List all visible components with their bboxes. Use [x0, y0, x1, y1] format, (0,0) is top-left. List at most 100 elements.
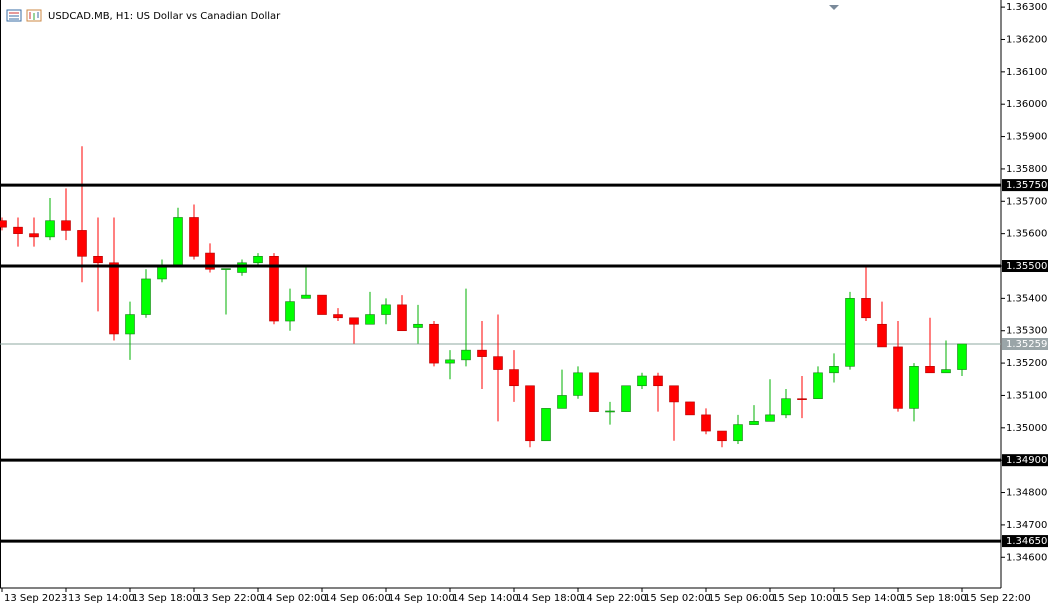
candle-body: [733, 424, 743, 442]
y-tick-label: 1.35600: [1006, 229, 1047, 240]
y-tick-label: 1.36100: [1006, 67, 1047, 78]
y-tick-label: 1.36000: [1006, 99, 1047, 110]
x-tick-label: 15 Sep 14:00: [836, 593, 903, 604]
candle-body: [93, 255, 103, 264]
candle-body: [637, 375, 647, 387]
candle-body: [285, 301, 295, 322]
candle-body: [621, 385, 631, 412]
candle-body: [541, 408, 551, 442]
x-tick-label: 15 Sep 18:00: [900, 593, 967, 604]
candle-body: [765, 414, 775, 422]
candle-body: [877, 323, 887, 348]
x-tick-label: 13 Sep 18:00: [132, 593, 199, 604]
candle-body: [845, 298, 855, 367]
candle-body: [413, 323, 423, 328]
shift-marker: [829, 5, 839, 10]
y-tick-label: 1.36300: [1006, 2, 1047, 13]
candle-body: [605, 410, 615, 413]
candle-body: [653, 375, 663, 387]
candle-body: [797, 398, 807, 400]
candle-body: [141, 278, 151, 315]
x-tick-label: 15 Sep 06:00: [708, 593, 775, 604]
y-tick-label: 1.34600: [1006, 552, 1047, 563]
candle-body: [669, 385, 679, 403]
y-tick-label: 1.35900: [1006, 132, 1047, 143]
x-tick-label: 14 Sep 18:00: [516, 593, 583, 604]
candle-body: [589, 372, 599, 412]
level-label: 1.35500: [1006, 261, 1047, 272]
y-tick-label: 1.35800: [1006, 164, 1047, 175]
candle-body: [269, 255, 279, 322]
candle-body: [941, 369, 951, 374]
window-icons: [6, 9, 42, 22]
candle-body: [349, 317, 359, 325]
candle-body: [509, 369, 519, 387]
candle-body: [909, 366, 919, 409]
y-tick-label: 1.35300: [1006, 326, 1047, 337]
candle-body: [125, 314, 135, 335]
candle-body: [77, 230, 87, 257]
y-tick-label: 1.35200: [1006, 358, 1047, 369]
x-tick-label: 13 Sep 22:00: [196, 593, 263, 604]
candle-body: [189, 217, 199, 257]
x-tick-label: 13 Sep 14:00: [68, 593, 135, 604]
level-box: [1002, 454, 1048, 467]
x-tick-label: 14 Sep 22:00: [580, 593, 647, 604]
candle-body: [445, 359, 455, 364]
candle-body: [493, 356, 503, 370]
y-tick-label: 1.35000: [1006, 423, 1047, 434]
candle-body: [749, 421, 759, 425]
candle-body: [893, 346, 903, 409]
candle-body: [557, 395, 567, 409]
last-price-label: 1.35259: [1006, 339, 1047, 350]
candle-body: [365, 314, 375, 325]
candle-body: [333, 314, 343, 319]
candle-body: [397, 304, 407, 332]
candle-body: [861, 298, 871, 319]
candle-body: [45, 220, 55, 238]
candle-body: [781, 398, 791, 416]
candle-body: [109, 262, 119, 335]
x-tick-label: 14 Sep 02:00: [260, 593, 327, 604]
candle-body: [13, 226, 23, 234]
y-tick-label: 1.35400: [1006, 293, 1047, 304]
candle-body: [829, 366, 839, 374]
y-tick-label: 1.35700: [1006, 196, 1047, 207]
y-tick-label: 1.34700: [1006, 520, 1047, 531]
candle-body: [221, 268, 231, 270]
candle-body: [237, 262, 247, 273]
y-tick-label: 1.36200: [1006, 34, 1047, 45]
level-label: 1.34900: [1006, 455, 1047, 466]
chart-title: USDCAD.MB, H1: US Dollar vs Canadian Dol…: [48, 11, 281, 22]
candle-body: [573, 372, 583, 396]
candle-body: [525, 385, 535, 442]
level-label: 1.35750: [1006, 180, 1047, 191]
level-box: [1002, 535, 1048, 548]
x-tick-label: 15 Sep 22:00: [964, 593, 1031, 604]
candle-body: [157, 265, 167, 280]
candle-body: [0, 220, 7, 228]
candle-body: [301, 294, 311, 299]
x-tick-label: 15 Sep 02:00: [644, 593, 711, 604]
level-label: 1.34650: [1006, 536, 1047, 547]
candle-body: [685, 401, 695, 416]
x-tick-label: 14 Sep 14:00: [452, 593, 519, 604]
last-price-box: [1002, 337, 1048, 350]
y-tick-label: 1.35100: [1006, 390, 1047, 401]
candle-body: [253, 255, 263, 264]
candle-body: [957, 343, 967, 370]
x-tick-label: 14 Sep 10:00: [388, 593, 455, 604]
candle-body: [925, 366, 935, 374]
candle-body: [813, 372, 823, 399]
level-box: [1002, 260, 1048, 273]
x-tick-label: 14 Sep 06:00: [324, 593, 391, 604]
candle-body: [317, 294, 327, 315]
candle-body: [461, 349, 471, 361]
candle-body: [429, 323, 439, 364]
candle-body: [173, 217, 183, 267]
candle-body: [717, 430, 727, 442]
level-box: [1002, 179, 1048, 192]
x-tick-label: 13 Sep 2023: [4, 593, 67, 604]
